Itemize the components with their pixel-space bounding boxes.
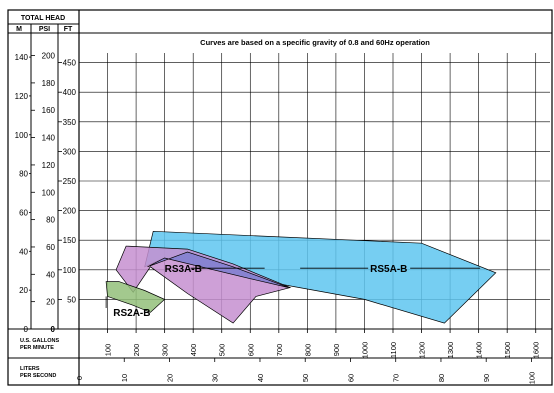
ft-tick-label-200: 200: [63, 207, 77, 216]
header-total-head: TOTAL HEAD: [21, 15, 65, 22]
psi-tick-label-0: 0: [51, 325, 56, 334]
psi-tick-label-60: 60: [46, 243, 55, 252]
m-tick-label-60: 60: [19, 208, 28, 217]
series-area-rs2a-b: [105, 281, 166, 313]
y-axis-title-m: M: [16, 26, 22, 33]
m-tick-label-100: 100: [15, 131, 29, 140]
gpm-tick-label-400: 400: [189, 344, 198, 357]
series-area-overlap-3: [147, 251, 289, 288]
psi-tick-label-160: 160: [42, 106, 56, 115]
psi-tick-label-40: 40: [46, 270, 55, 279]
gpm-tick-label-1400: 1400: [475, 342, 484, 359]
series-area-rs3a-b: [115, 245, 292, 324]
x-secondary-axis-label-line-1: PER SECOND: [20, 373, 56, 379]
gpm-tick-label-100: 100: [104, 344, 113, 357]
x-secondary-axis-label-line-0: LITERS: [20, 366, 40, 372]
ft-tick-label-400: 400: [63, 88, 77, 97]
gpm-tick-label-1300: 1300: [446, 342, 455, 359]
lps-tick-label-70: 70: [392, 374, 401, 382]
lps-tick-label-10: 10: [120, 374, 129, 382]
psi-tick-label-140: 140: [42, 134, 56, 143]
m-tick-label-140: 140: [15, 53, 29, 62]
gpm-tick-label-1200: 1200: [418, 342, 427, 359]
gpm-tick-label-1000: 1000: [360, 342, 369, 359]
outer-border: [7, 9, 553, 386]
chart-note: Curves are based on a specific gravity o…: [200, 38, 430, 47]
gpm-tick-label-300: 300: [161, 344, 170, 357]
x-primary-axis-label-line-0: U.S. GALLONS: [20, 338, 59, 344]
y-axis-title-ft: FT: [64, 26, 73, 33]
m-tick-label-0: 0: [24, 325, 29, 334]
series-label-rs3a-b: RS3A-B: [165, 264, 202, 275]
gpm-tick-label-1500: 1500: [503, 342, 512, 359]
gpm-tick-label-1100: 1100: [389, 342, 398, 358]
x-primary-axis-label-line-1: PER MINUTE: [20, 345, 54, 351]
ft-tick-label-450: 450: [63, 59, 77, 68]
series-areas: [105, 230, 497, 324]
gpm-tick-label-200: 200: [132, 344, 141, 357]
lps-tick-label-40: 40: [256, 374, 265, 382]
lps-tick-label-100: 100: [527, 372, 536, 385]
series-label-rs2a-b: RS2A-B: [113, 308, 150, 319]
ft-tick-label-50: 50: [67, 295, 76, 304]
chart-frame: [7, 9, 553, 386]
ft-tick-label-100: 100: [63, 266, 77, 275]
gpm-tick-label-1600: 1600: [532, 342, 541, 359]
gpm-tick-label-500: 500: [218, 344, 227, 357]
chart-labels: TOTAL HEAD M PSI FT Curves are based on a sp…: [15, 15, 541, 384]
y-axis-title-psi: PSI: [39, 26, 50, 33]
psi-tick-label-80: 80: [46, 216, 55, 225]
m-tick-label-40: 40: [19, 247, 28, 256]
m-tick-label-120: 120: [15, 92, 29, 101]
ft-tick-label-250: 250: [63, 177, 77, 186]
m-tick-label-80: 80: [19, 170, 28, 179]
m-tick-label-20: 20: [19, 286, 28, 295]
lps-tick-label-80: 80: [437, 374, 446, 382]
lps-tick-label-0: 0: [75, 376, 84, 380]
gpm-tick-label-800: 800: [303, 344, 312, 357]
ft-tick-label-150: 150: [63, 236, 77, 245]
lps-tick-label-60: 60: [346, 374, 355, 382]
ft-tick-label-300: 300: [63, 147, 77, 156]
series-label-rs5a-b: RS5A-B: [370, 264, 407, 275]
psi-tick-label-100: 100: [42, 188, 56, 197]
lps-tick-label-20: 20: [165, 374, 174, 382]
lps-tick-label-90: 90: [482, 374, 491, 382]
psi-tick-label-20: 20: [46, 298, 55, 307]
psi-tick-label-200: 200: [42, 52, 56, 61]
ft-tick-label-350: 350: [63, 118, 77, 127]
lps-tick-label-50: 50: [301, 374, 310, 382]
gpm-tick-label-700: 700: [275, 344, 284, 357]
psi-tick-label-120: 120: [42, 161, 56, 170]
gpm-tick-label-900: 900: [332, 344, 341, 357]
gpm-tick-label-600: 600: [246, 344, 255, 357]
lps-tick-label-30: 30: [211, 374, 220, 382]
psi-tick-label-180: 180: [42, 79, 56, 88]
